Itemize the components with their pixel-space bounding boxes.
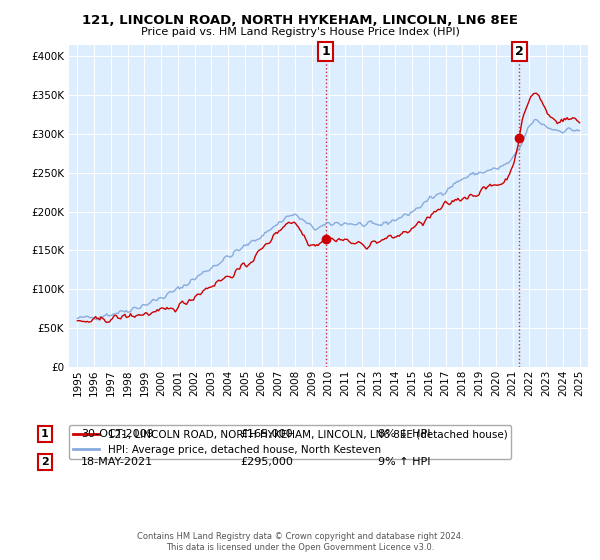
Text: Price paid vs. HM Land Registry's House Price Index (HPI): Price paid vs. HM Land Registry's House …	[140, 27, 460, 37]
Text: 18-MAY-2021: 18-MAY-2021	[81, 457, 153, 467]
Text: 8% ↓ HPI: 8% ↓ HPI	[378, 429, 431, 439]
Text: 2: 2	[515, 45, 523, 58]
Text: Contains HM Land Registry data © Crown copyright and database right 2024.
This d: Contains HM Land Registry data © Crown c…	[137, 532, 463, 552]
Text: 30-OCT-2009: 30-OCT-2009	[81, 429, 154, 439]
Text: 1: 1	[41, 429, 49, 439]
Text: £295,000: £295,000	[240, 457, 293, 467]
Legend: 121, LINCOLN ROAD, NORTH HYKEHAM, LINCOLN, LN6 8EE (detached house), HPI: Averag: 121, LINCOLN ROAD, NORTH HYKEHAM, LINCOL…	[69, 425, 511, 459]
Text: 2: 2	[41, 457, 49, 467]
Text: £165,000: £165,000	[240, 429, 293, 439]
Text: 9% ↑ HPI: 9% ↑ HPI	[378, 457, 431, 467]
Text: 121, LINCOLN ROAD, NORTH HYKEHAM, LINCOLN, LN6 8EE: 121, LINCOLN ROAD, NORTH HYKEHAM, LINCOL…	[82, 14, 518, 27]
Text: 1: 1	[321, 45, 330, 58]
